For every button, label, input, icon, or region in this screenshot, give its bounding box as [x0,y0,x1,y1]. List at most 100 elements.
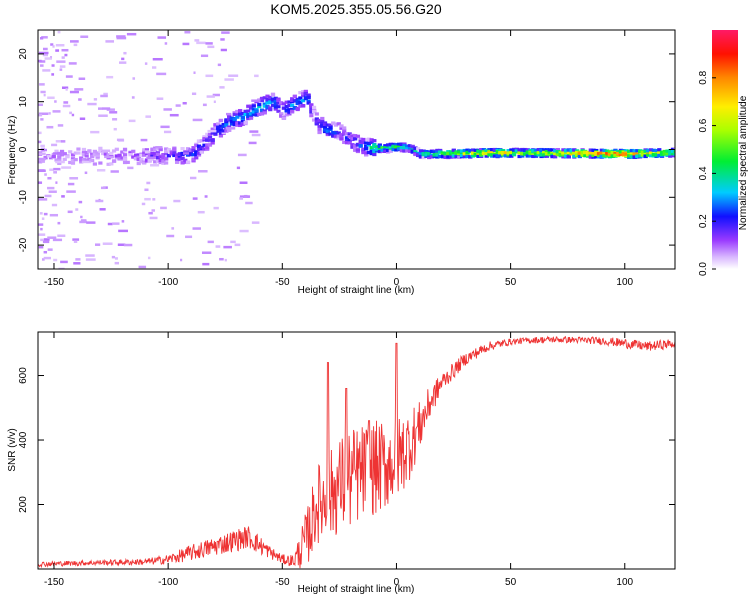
spectrogram-cell [257,112,262,116]
spectrogram-noise-cell [103,92,108,96]
spectrogram-noise-cell [114,261,120,265]
spectrogram-noise-cell [220,48,227,52]
spectrogram-noise-cell [213,206,219,210]
spectrogram-cell [544,148,550,152]
spectrogram-cell [388,143,393,147]
spectrogram-cell [270,97,276,102]
spectrogram-noise-cell [38,59,42,63]
spectrogram-cell [95,151,100,155]
spectrogram-cell [339,134,344,138]
spectrogram-cell [235,115,240,119]
spectrogram-xlabel: Height of straight line (km) [298,285,415,296]
spectrogram-cell [583,154,588,158]
spectrogram-cell [454,151,459,155]
spectrogram-cell [621,152,626,156]
spectrogram-noise-cell [224,78,234,81]
spectrogram-cell [76,147,81,151]
spectrogram-noise-cell [219,257,224,261]
spectrogram-noise-cell [141,202,146,206]
spectrogram-cell [561,155,566,159]
spectrogram-noise-cell [47,186,55,190]
spectrogram-noise-cell [44,173,47,176]
spectrogram-noise-cell [224,258,227,262]
spectrogram-cell [191,146,196,150]
spectrogram-cell [224,123,229,127]
spectrogram-noise-cell [116,138,124,142]
spectrogram-cell [432,153,437,157]
spectrogram-cell [654,148,659,153]
spectrogram-cell [273,100,278,104]
spectrogram-noise-cell [140,138,148,142]
snr-xtick-label: -100 [158,577,178,588]
spectrogram-noise-cell [57,124,64,127]
spectrogram-noise-cell [52,152,63,155]
spectrogram-cell [446,151,451,155]
spectrogram-cell [224,119,229,123]
spectrogram-cell [320,119,325,123]
spectrogram-cell [473,148,478,152]
spectrogram-cell [638,150,643,154]
spectrogram-cell [180,161,185,165]
spectrogram-cell [196,144,202,148]
spectrogram-cell [525,150,530,154]
spectrogram-noise-cell [61,166,72,169]
spectrogram-cell [591,148,596,152]
spectrogram-noise-cell [191,92,197,96]
spectrogram-cell [643,149,648,153]
spectrogram-noise-cell [107,222,113,226]
spectrogram-noise-cell [55,49,60,52]
spectrogram-cell [536,151,541,155]
spectrogram-cell [221,125,226,129]
spectrogram-cell [172,151,177,155]
spectrogram-cell [657,148,662,152]
spectrogram-cell [92,153,97,157]
spectrogram-cell [270,92,276,96]
spectrogram-noise-cell [101,149,111,153]
spectrogram-cell [246,104,251,108]
spectrogram-cell [451,150,456,154]
spectrogram-cell [194,143,199,148]
spectrogram-cell [470,151,476,155]
spectrogram-cell [473,150,478,154]
spectrogram-cell [114,156,119,160]
spectrogram-cell [429,149,434,154]
spectrogram-cell [416,147,421,151]
spectrogram-cell [621,150,626,154]
spectrogram-cell [391,144,396,148]
spectrogram-noise-cell [90,130,100,134]
spectrogram-cell [273,102,278,106]
spectrogram-noise-cell [41,148,48,152]
spectrogram-cell [336,122,341,126]
spectrogram-cell [279,101,284,105]
spectrogram-noise-cell [105,40,115,43]
spectrogram-cell [257,104,262,109]
spectrogram-cell [161,161,166,165]
spectrogram-cell [109,162,114,166]
spectrogram-cell [347,135,352,139]
spectrogram-cell [164,161,169,165]
spectrogram-cell [248,104,254,108]
spectrogram-cell [369,148,374,152]
spectrogram-noise-cell [254,74,259,78]
spectrogram-cells [38,30,675,269]
spectrogram-cell [259,98,265,103]
spectrogram-cell [418,149,424,153]
spectrogram-noise-cell [192,197,198,200]
spectrogram-cell [131,149,136,153]
spectrogram-noise-cell [51,143,58,147]
spectrogram-cell [355,143,361,147]
spectrogram-cell [238,109,243,113]
spectrogram-noise-cell [93,98,98,101]
spectrogram-cell [599,151,604,155]
spectrogram-cell [246,114,251,119]
spectrogram-cell [457,155,462,159]
spectrogram-noise-cell [85,258,96,261]
spectrogram-cell [185,160,191,164]
spectrogram-cell [651,148,656,152]
spectrogram-cell [555,153,561,157]
spectrogram-cell [484,152,489,156]
spectrogram-cell [558,153,563,157]
spectrogram-cell [342,131,347,135]
spectrogram-cell [139,160,144,164]
spectrogram-cell [350,134,355,138]
